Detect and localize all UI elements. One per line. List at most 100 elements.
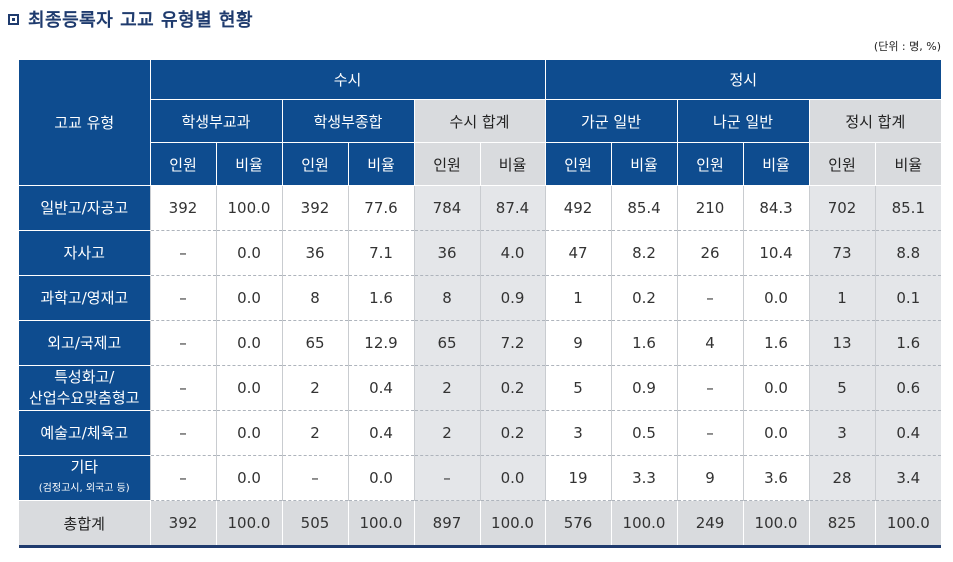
ratio-cell: 8.8: [874, 230, 942, 276]
ratio-cell: 0.5: [610, 410, 678, 456]
ratio-cell: 0.4: [874, 410, 942, 456]
count-header: 인원: [413, 142, 480, 186]
group-header-susi: 수시: [149, 60, 546, 100]
ratio-cell: 0.0: [215, 455, 282, 501]
count-header: 인원: [676, 142, 744, 186]
row-label-line: 기타: [70, 458, 99, 476]
table-row: 특성화고/산업수요맞춤형고 –0.0 2 0.4 2 0.2 5 0.9–0.0 5 0.6: [19, 365, 942, 411]
ratio-cell: 1.6: [610, 320, 678, 366]
table-row: 과학고/영재고 –0.0 8 1.6 8 0.9 1 0.2–0.0 1 0.1: [19, 275, 942, 321]
total-ratio-cell: 100.0: [742, 500, 810, 548]
ratio-header: 비율: [610, 142, 678, 186]
count-cell: 2: [413, 365, 480, 411]
table-row: 기타 (검정고시, 외국고 등) –0.0–0.0–0.0 19 3.3 9 3.6 28 3.…: [19, 455, 942, 501]
count-cell: 3: [808, 410, 876, 456]
total-ratio-cell: 100.0: [347, 500, 414, 548]
count-header: 인원: [281, 142, 348, 186]
ratio-cell: 0.9: [479, 275, 546, 321]
square-bullet-icon: [8, 13, 19, 25]
ratio-cell: 0.0: [347, 455, 414, 501]
count-cell: –: [149, 365, 216, 411]
table-row: 예술고/체육고 –0.0 2 0.4 2 0.2 3 0.5–0.0 3 0.4: [19, 410, 942, 456]
page-title-block: 최종등록자 고교 유형별 현황: [8, 6, 253, 32]
count-cell: 210: [676, 185, 744, 231]
sub-header: 나군 일반: [676, 99, 810, 143]
count-cell: 392: [281, 185, 348, 231]
sub-header: 학생부교과: [149, 99, 282, 143]
ratio-cell: 3.6: [742, 455, 810, 501]
unit-note: (단위 : 명, %): [873, 40, 941, 53]
count-cell: 47: [544, 230, 612, 276]
count-cell: –: [149, 230, 216, 276]
count-cell: 1: [544, 275, 612, 321]
ratio-cell: 1.6: [742, 320, 810, 366]
count-cell: –: [676, 365, 744, 411]
count-cell: –: [676, 275, 744, 321]
count-cell: 492: [544, 185, 612, 231]
total-ratio-cell: 100.0: [479, 500, 546, 548]
table-row: 자사고 –0.0 36 7.1 36 4.0 47 8.2 26 10.4 73 8.8: [19, 230, 942, 276]
total-ratio-cell: 100.0: [215, 500, 282, 548]
row-label-line: 특성화고/: [54, 368, 115, 386]
total-row: 총합계 392 100.0 505 100.0 897 100.0 576 100.0 249 10…: [19, 500, 942, 548]
count-cell: 5: [544, 365, 612, 411]
count-cell: –: [149, 410, 216, 456]
sub-header: 가군 일반: [544, 99, 678, 143]
ratio-cell: 85.1: [874, 185, 942, 231]
row-label-line: 산업수요맞춤형고: [29, 389, 140, 407]
total-count-cell: 392: [149, 500, 216, 548]
ratio-cell: 10.4: [742, 230, 810, 276]
count-cell: –: [413, 455, 480, 501]
ratio-cell: 0.1: [874, 275, 942, 321]
row-header: 고교 유형: [19, 60, 150, 186]
count-cell: 28: [808, 455, 876, 501]
ratio-cell: 1.6: [347, 275, 414, 321]
ratio-cell: 7.1: [347, 230, 414, 276]
count-cell: 19: [544, 455, 612, 501]
ratio-cell: 0.4: [347, 410, 414, 456]
count-cell: 4: [676, 320, 744, 366]
ratio-cell: 3.4: [874, 455, 942, 501]
ratio-cell: 77.6: [347, 185, 414, 231]
count-cell: 8: [281, 275, 348, 321]
count-header: 인원: [544, 142, 612, 186]
ratio-cell: 100.0: [215, 185, 282, 231]
count-cell: 26: [676, 230, 744, 276]
count-cell: 65: [281, 320, 348, 366]
row-label-line: (검정고시, 외국고 등): [38, 483, 130, 494]
row-label: 기타 (검정고시, 외국고 등): [19, 455, 150, 501]
count-cell: 702: [808, 185, 876, 231]
total-ratio-cell: 100.0: [874, 500, 942, 548]
table-row: 일반고/자공고 392 100.0 392 77.6 784 87.4 492 85.4 210 8…: [19, 185, 942, 231]
count-cell: 2: [281, 365, 348, 411]
count-cell: 784: [413, 185, 480, 231]
ratio-cell: 0.0: [479, 455, 546, 501]
ratio-cell: 8.2: [610, 230, 678, 276]
count-cell: 2: [413, 410, 480, 456]
ratio-cell: 0.2: [479, 410, 546, 456]
ratio-cell: 0.2: [479, 365, 546, 411]
total-label: 총합계: [19, 500, 150, 548]
count-cell: 73: [808, 230, 876, 276]
ratio-cell: 4.0: [479, 230, 546, 276]
ratio-cell: 1.6: [874, 320, 942, 366]
ratio-cell: 0.0: [742, 365, 810, 411]
count-cell: 3: [544, 410, 612, 456]
count-header: 인원: [808, 142, 876, 186]
ratio-header: 비율: [479, 142, 546, 186]
total-ratio-cell: 100.0: [610, 500, 678, 548]
count-cell: –: [281, 455, 348, 501]
ratio-cell: 85.4: [610, 185, 678, 231]
ratio-cell: 0.0: [215, 410, 282, 456]
ratio-cell: 0.0: [215, 275, 282, 321]
row-label: 특성화고/산업수요맞춤형고: [19, 365, 150, 411]
total-count-cell: 576: [544, 500, 612, 548]
ratio-cell: 0.9: [610, 365, 678, 411]
ratio-cell: 0.0: [215, 365, 282, 411]
ratio-cell: 0.0: [215, 320, 282, 366]
ratio-header: 비율: [874, 142, 942, 186]
row-label: 일반고/자공고: [19, 185, 150, 231]
row-label: 외고/국제고: [19, 320, 150, 366]
row-label: 자사고: [19, 230, 150, 276]
sub-header: 학생부종합: [281, 99, 414, 143]
